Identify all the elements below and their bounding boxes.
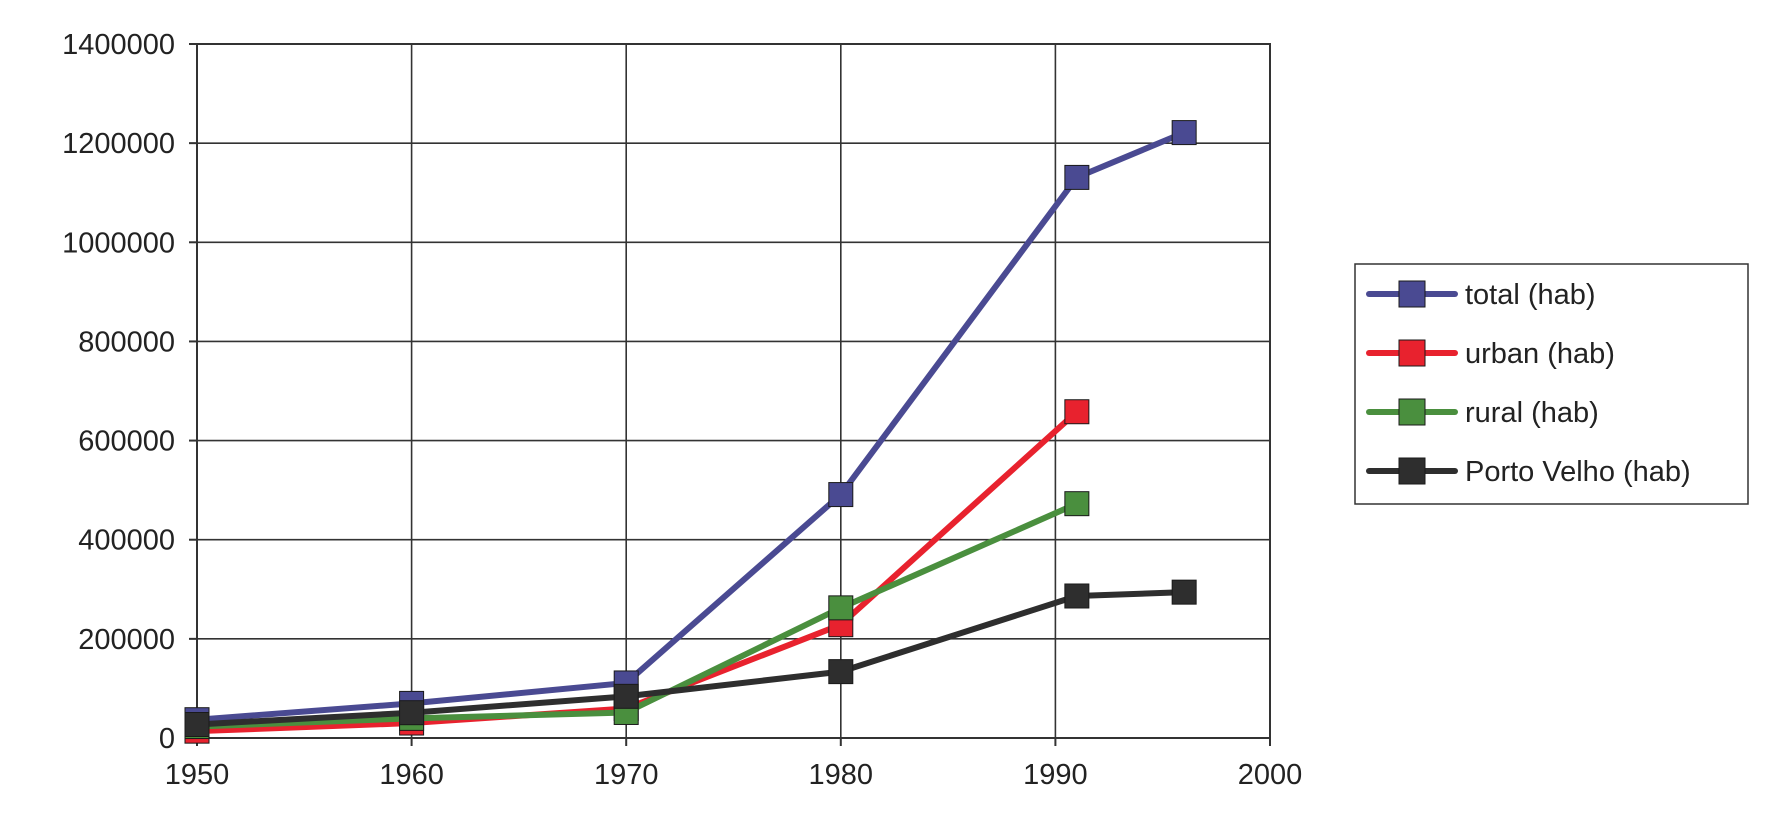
data-point-porto-velho-hab (613, 683, 639, 709)
x-tick-label: 1970 (594, 759, 659, 791)
x-tick-label: 1980 (809, 759, 874, 791)
legend-item-total-hab: total (hab) (1366, 279, 1596, 311)
y-tick-label: 200000 (78, 624, 175, 656)
data-point-total-hab (828, 482, 854, 508)
y-tick-label: 800000 (78, 326, 175, 358)
y-tick-label: 400000 (78, 525, 175, 557)
legend-marker-swatch (1398, 339, 1426, 367)
series-plot (184, 120, 1197, 744)
legend-label: total (hab) (1465, 279, 1596, 311)
data-point-porto-velho-hab (184, 711, 210, 737)
legend-item-porto-velho-hab: Porto Velho (hab) (1366, 456, 1691, 488)
x-tick-label: 2000 (1238, 759, 1303, 791)
legend-item-urban-hab: urban (hab) (1366, 338, 1615, 370)
series-total-hab (184, 120, 1197, 733)
x-tick-label: 1950 (165, 759, 230, 791)
legend-marker-swatch (1398, 398, 1426, 426)
legend-marker-swatch (1398, 457, 1426, 485)
y-tick-label: 1000000 (62, 227, 175, 259)
x-tick-label: 1960 (379, 759, 444, 791)
legend-label: urban (hab) (1465, 338, 1615, 370)
series-line-porto-velho-hab (194, 589, 1188, 728)
y-tick-label: 0 (159, 723, 175, 755)
plot-frame (196, 43, 1271, 739)
data-point-porto-velho-hab (828, 659, 854, 685)
data-point-porto-velho-hab (1064, 583, 1090, 609)
y-tick-label: 1400000 (62, 29, 175, 61)
grid (196, 43, 1271, 739)
data-point-porto-velho-hab (1171, 579, 1197, 605)
legend-marker-swatch (1398, 280, 1426, 308)
data-point-urban-hab (1064, 399, 1090, 425)
legend-item-rural-hab: rural (hab) (1366, 397, 1599, 429)
data-point-total-hab (1171, 120, 1197, 146)
data-point-rural-hab (828, 595, 854, 621)
data-point-rural-hab (1064, 491, 1090, 517)
x-tick-label: 1990 (1023, 759, 1088, 791)
data-point-total-hab (1064, 164, 1090, 190)
legend-label: Porto Velho (hab) (1465, 456, 1691, 488)
y-tick-label: 1200000 (62, 128, 175, 160)
legend: total (hab) urban (hab) rural (hab) Porto V… (1354, 263, 1749, 505)
series-line-total-hab (194, 129, 1188, 723)
axes: 0 200000 400000 600000 800000 1000000 1200000 1… (62, 29, 1302, 791)
data-point-porto-velho-hab (399, 700, 425, 726)
legend-label: rural (hab) (1465, 397, 1599, 429)
y-tick-label: 600000 (78, 426, 175, 458)
series-porto-velho-hab (184, 579, 1197, 737)
